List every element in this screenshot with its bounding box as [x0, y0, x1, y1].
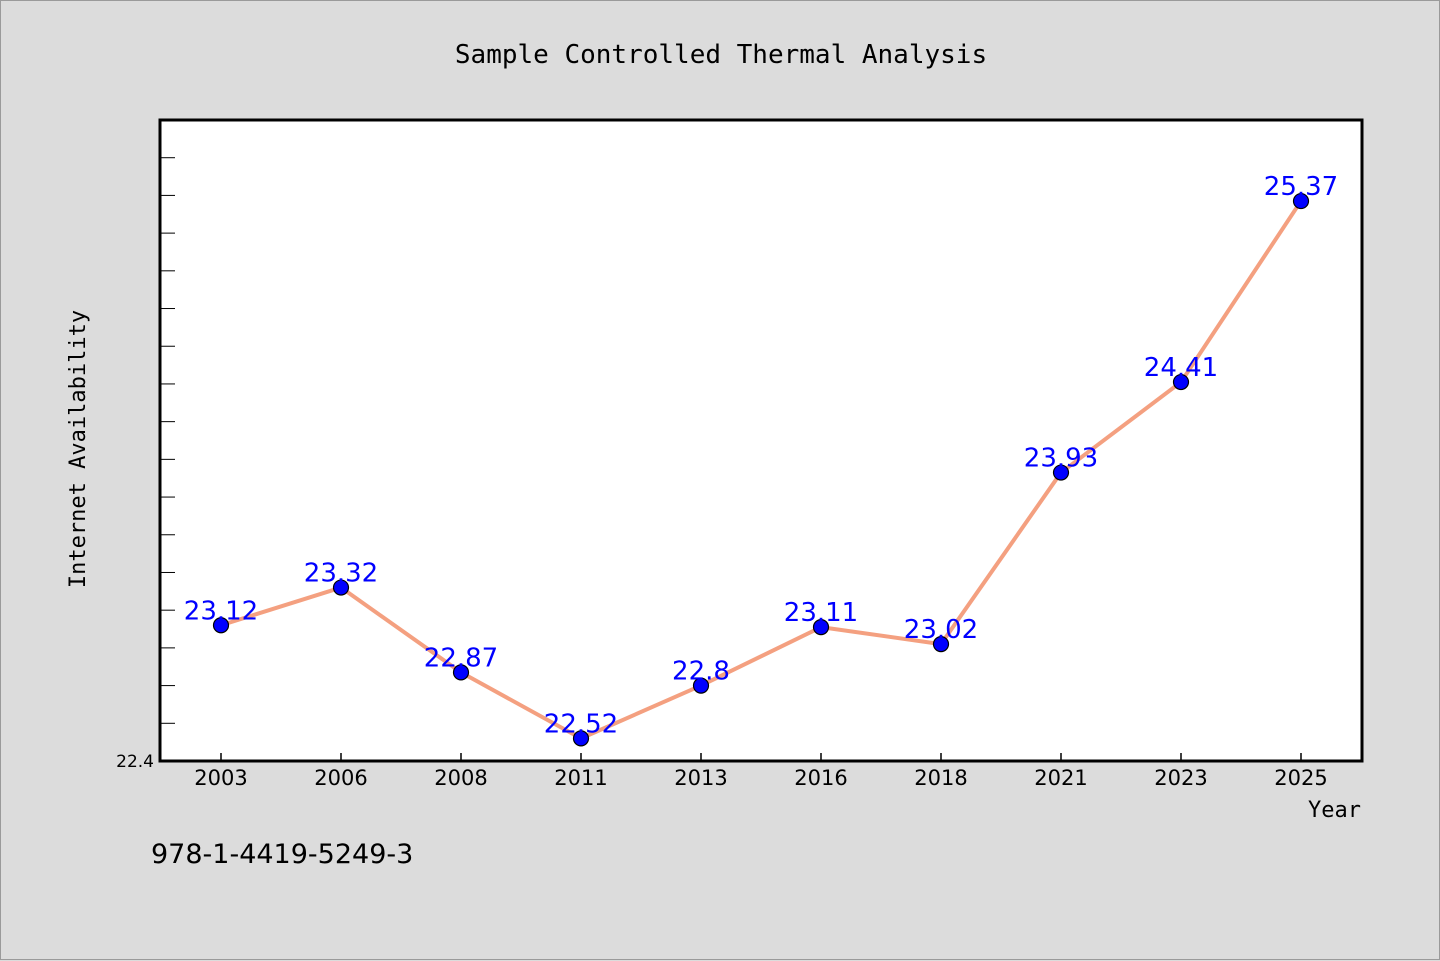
- data-label: 23.12: [184, 596, 258, 626]
- x-tick-label: 2016: [794, 766, 847, 790]
- data-point: [812, 619, 830, 636]
- x-tick-label: 2008: [434, 766, 487, 790]
- y-axis-label: Internet Availability: [66, 310, 91, 588]
- x-axis-ticks: [220, 753, 1302, 761]
- data-point: [332, 579, 350, 596]
- plot-area: [158, 118, 1364, 763]
- data-label: 23.11: [784, 598, 858, 628]
- x-tick-label: 2018: [914, 766, 967, 790]
- data-label: 23.32: [304, 559, 378, 589]
- y-axis-min-label: 22.4: [116, 752, 154, 772]
- data-point: [1172, 373, 1190, 391]
- data-label: 23.93: [1024, 444, 1098, 474]
- x-axis-tick-labels: 2003 2006 2008 2011 2013 2016 2018 2021 2023 2025: [194, 766, 1327, 790]
- y-axis-ticks: [160, 157, 175, 724]
- data-labels: 23.12 23.32 22.87 22.52 22.8 23.11 23.02 23.93 2…: [184, 172, 1338, 739]
- x-tick-label: 2011: [554, 766, 607, 790]
- x-tick-label: 2003: [194, 766, 247, 790]
- data-label: 24.41: [1144, 353, 1218, 383]
- data-point: [1052, 464, 1070, 481]
- series-markers: [212, 192, 1310, 747]
- x-tick-label: 2006: [314, 766, 367, 790]
- data-point: [212, 617, 230, 634]
- x-tick-label: 2023: [1154, 766, 1207, 790]
- series-line: [219, 199, 1303, 741]
- x-tick-label: 2021: [1034, 766, 1087, 790]
- x-tick-label: 2013: [674, 766, 727, 790]
- data-point: [572, 730, 590, 747]
- data-label: 22.52: [544, 709, 618, 739]
- data-point: [452, 664, 470, 681]
- data-label: 25.37: [1264, 172, 1338, 202]
- chart-title: Sample Controlled Thermal Analysis: [455, 40, 987, 70]
- x-axis-label: Year: [1308, 798, 1361, 823]
- data-label: 22.87: [424, 643, 498, 673]
- data-point: [1292, 192, 1310, 210]
- x-tick-label: 2025: [1274, 766, 1327, 790]
- data-label: 22.8: [672, 657, 730, 687]
- data-point: [932, 636, 950, 653]
- data-point: [692, 677, 710, 694]
- data-label: 23.02: [904, 615, 978, 645]
- footnote-isbn: 978-1-4419-5249-3: [151, 839, 413, 870]
